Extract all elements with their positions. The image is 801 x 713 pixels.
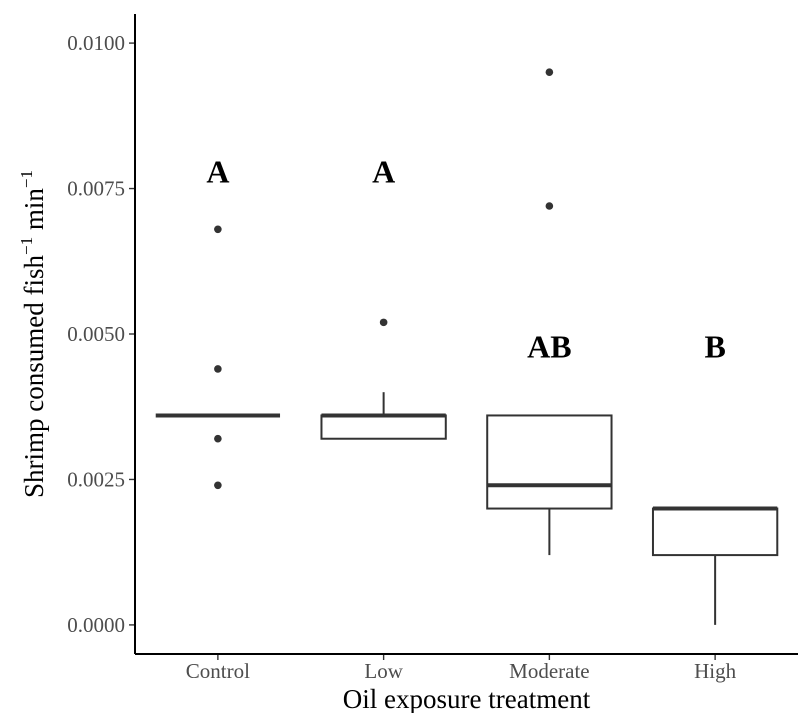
y-axis-title: Shrimp consumed fish−1 min−1 <box>17 170 49 498</box>
box-moderate: AB <box>486 68 613 556</box>
x-tick-label: Moderate <box>509 659 589 683</box>
y-tick-label: 0.0075 <box>67 177 125 201</box>
x-tick-label: Low <box>364 659 403 683</box>
y-axis-title-unit: min <box>19 188 49 237</box>
y-tick-label: 0.0100 <box>67 31 125 55</box>
y-axis-title-superscript-2: −1 <box>17 170 36 188</box>
outlier-point <box>545 202 554 210</box>
interquartile-box <box>651 507 779 557</box>
box-high: B <box>651 328 779 625</box>
y-axis-title-superscript-1: −1 <box>17 237 36 255</box>
y-axis-title-main: Shrimp consumed fish <box>19 254 49 497</box>
y-tick-label: 0.0050 <box>67 322 125 346</box>
outlier-point <box>214 225 222 234</box>
outlier-point <box>214 365 222 373</box>
box-low: A <box>320 154 447 440</box>
interquartile-box <box>486 414 613 510</box>
significance-letter: A <box>206 154 229 190</box>
y-tick-label: 0.0025 <box>67 467 125 491</box>
interquartile-box <box>320 414 447 440</box>
outlier-point <box>214 434 222 443</box>
x-axis-ticks: Control Low Moderate High <box>186 654 737 683</box>
outlier-point <box>379 318 388 327</box>
box-plot-series: A A AB B <box>155 68 779 625</box>
box-control: A <box>155 154 281 490</box>
x-tick-label: High <box>694 659 737 683</box>
outlier-point <box>545 68 554 76</box>
x-axis-title: Oil exposure treatment <box>343 684 591 713</box>
y-axis-ticks: 0.0000 0.0025 0.0050 0.0075 0.0100 <box>67 31 135 637</box>
significance-letter: AB <box>527 328 571 364</box>
significance-letter: A <box>372 154 395 190</box>
x-tick-label: Control <box>186 659 250 683</box>
y-tick-label: 0.0000 <box>67 613 125 637</box>
outlier-point <box>214 481 222 490</box>
significance-letter: B <box>704 328 725 364</box>
